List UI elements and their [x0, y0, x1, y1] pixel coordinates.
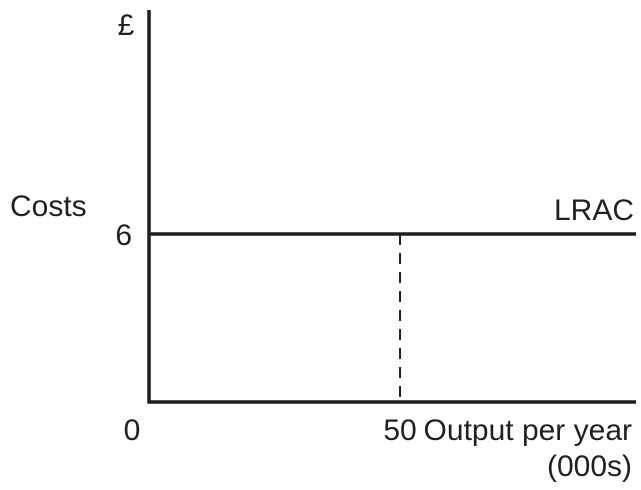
y-axis-label: Costs	[10, 190, 87, 223]
x-axis-unit: (000s)	[547, 450, 632, 483]
axes	[147, 10, 636, 404]
origin-label: 0	[124, 414, 141, 447]
y-tick-label: 6	[115, 219, 132, 252]
series-label-lrac: LRAC	[554, 194, 634, 227]
y-unit-label: £	[118, 9, 135, 42]
chart-marks: LRAC	[149, 194, 636, 402]
x-tick-label: 50	[383, 414, 416, 447]
tick-labels: 50 6	[115, 219, 416, 447]
x-axis-label: Output per year	[424, 414, 632, 447]
